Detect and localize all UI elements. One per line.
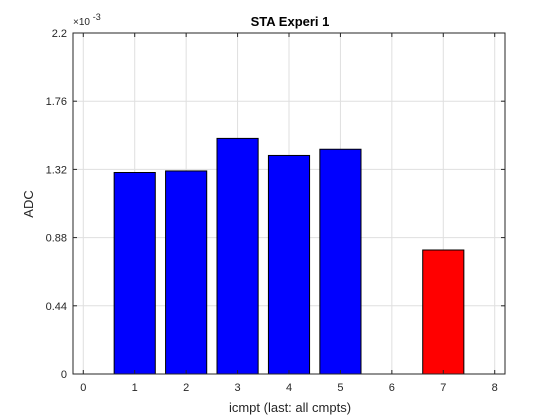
- x-tick-label: 6: [389, 382, 395, 394]
- x-tick-label: 7: [440, 382, 446, 394]
- ticks: 0 1 2 3 4 5 6 7 8 0 0.44 0.88 1.32 1.76 2.2: [46, 28, 505, 394]
- bar-5: [319, 148, 362, 375]
- y-exponent-power: -3: [93, 12, 101, 22]
- bar-3: [216, 137, 259, 375]
- x-tick-label: 0: [80, 382, 86, 394]
- bar-2: [165, 170, 208, 375]
- y-exponent-base: ×10: [73, 17, 90, 28]
- x-tick-label: 5: [337, 382, 343, 394]
- y-tick-label: 1.32: [46, 164, 67, 176]
- x-tick-label: 2: [183, 382, 189, 394]
- y-tick-label: 0: [61, 369, 67, 381]
- x-axis-label: icmpt (last: all cmpts): [229, 400, 351, 415]
- y-axis-label: ADC: [21, 190, 36, 217]
- x-tick-label: 3: [235, 382, 241, 394]
- y-exponent: ×10 -3: [73, 12, 101, 28]
- chart-title: STA Experi 1: [251, 14, 330, 29]
- y-tick-label: 0.44: [46, 301, 67, 313]
- x-tick-label: 4: [286, 382, 292, 394]
- y-tick-label: 0.88: [46, 233, 67, 245]
- x-tick-label: 1: [132, 382, 138, 394]
- bars: [113, 137, 465, 375]
- y-tick-label: 1.76: [46, 96, 67, 108]
- bar-1: [113, 172, 156, 375]
- bar-4: [267, 154, 311, 375]
- y-tick-label: 2.2: [52, 28, 67, 40]
- x-tick-label: 8: [492, 382, 498, 394]
- bar-7: [422, 249, 465, 375]
